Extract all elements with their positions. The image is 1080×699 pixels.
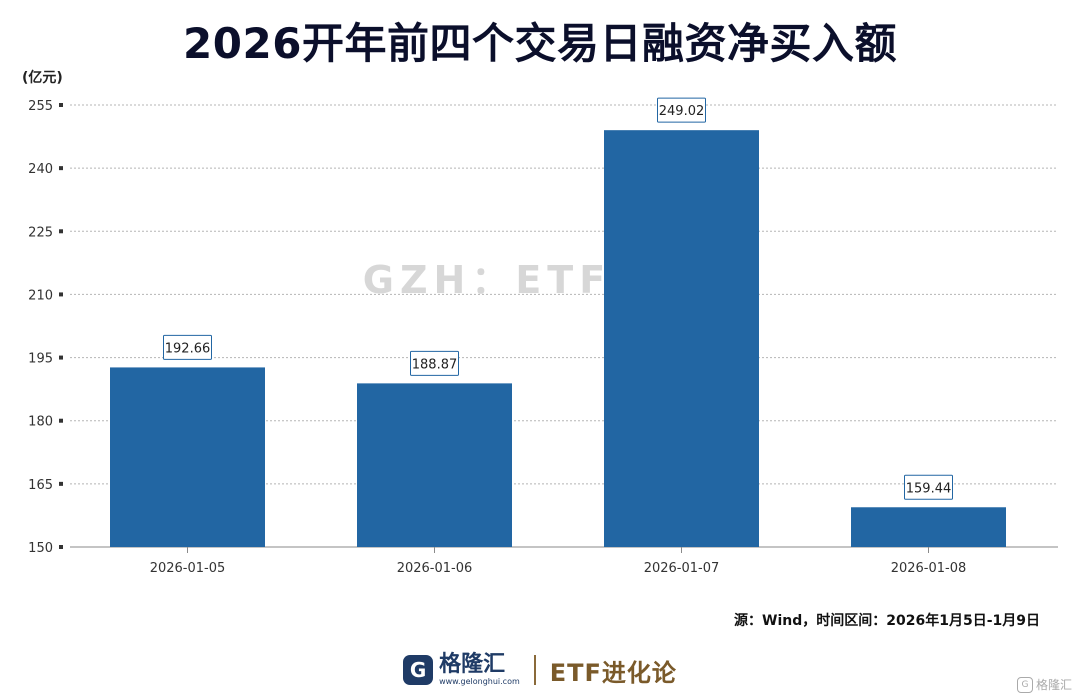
data-label: 188.87 bbox=[412, 357, 458, 372]
source-note: 源：Wind，时间区间：2026年1月5日-1月9日 bbox=[734, 610, 1040, 630]
footer-branding: G 格隆汇 www.gelonghui.com ETF进化论 bbox=[0, 645, 1080, 695]
gelonghui-brand: G 格隆汇 www.gelonghui.com bbox=[403, 654, 520, 686]
y-tick-mark bbox=[59, 166, 63, 170]
y-tick-mark bbox=[59, 292, 63, 296]
y-tick-label: 180 bbox=[28, 415, 53, 430]
x-tick-label: 2026-01-08 bbox=[891, 561, 967, 576]
y-tick-label: 225 bbox=[28, 225, 53, 240]
data-label: 192.66 bbox=[165, 341, 211, 356]
y-tick-mark bbox=[59, 356, 63, 360]
y-tick-label: 150 bbox=[28, 541, 53, 556]
bar-2026-01-07 bbox=[604, 130, 759, 547]
y-tick-mark bbox=[59, 545, 63, 549]
x-tick-label: 2026-01-07 bbox=[644, 561, 720, 576]
footer-divider bbox=[534, 655, 536, 685]
y-tick-label: 195 bbox=[28, 352, 53, 367]
y-tick-label: 210 bbox=[28, 288, 53, 303]
gelonghui-logo-icon: G bbox=[403, 655, 433, 685]
y-tick-label: 240 bbox=[28, 162, 53, 177]
y-axis-unit-label: (亿元) bbox=[22, 69, 63, 86]
y-tick-mark bbox=[59, 419, 63, 423]
corner-logo-icon: G bbox=[1017, 677, 1033, 693]
brand-name: 格隆汇 bbox=[439, 654, 520, 676]
bar-2026-01-06 bbox=[357, 383, 512, 547]
corner-brand-name: 格隆汇 bbox=[1036, 676, 1072, 693]
data-label: 159.44 bbox=[906, 481, 952, 496]
brand-url: www.gelonghui.com bbox=[439, 678, 520, 686]
y-tick-mark bbox=[59, 482, 63, 486]
corner-watermark: G 格隆汇 bbox=[1017, 676, 1072, 693]
y-tick-label: 255 bbox=[28, 99, 53, 114]
bar-2026-01-08 bbox=[851, 507, 1006, 547]
data-label: 249.02 bbox=[659, 104, 705, 119]
bar-2026-01-05 bbox=[110, 367, 265, 547]
y-tick-label: 165 bbox=[28, 478, 53, 493]
brand-text: 格隆汇 www.gelonghui.com bbox=[439, 654, 520, 686]
x-tick-label: 2026-01-05 bbox=[150, 561, 226, 576]
y-tick-mark bbox=[59, 229, 63, 233]
y-tick-mark bbox=[59, 103, 63, 107]
etf-brand-name: ETF进化论 bbox=[550, 653, 677, 688]
x-tick-label: 2026-01-06 bbox=[397, 561, 473, 576]
